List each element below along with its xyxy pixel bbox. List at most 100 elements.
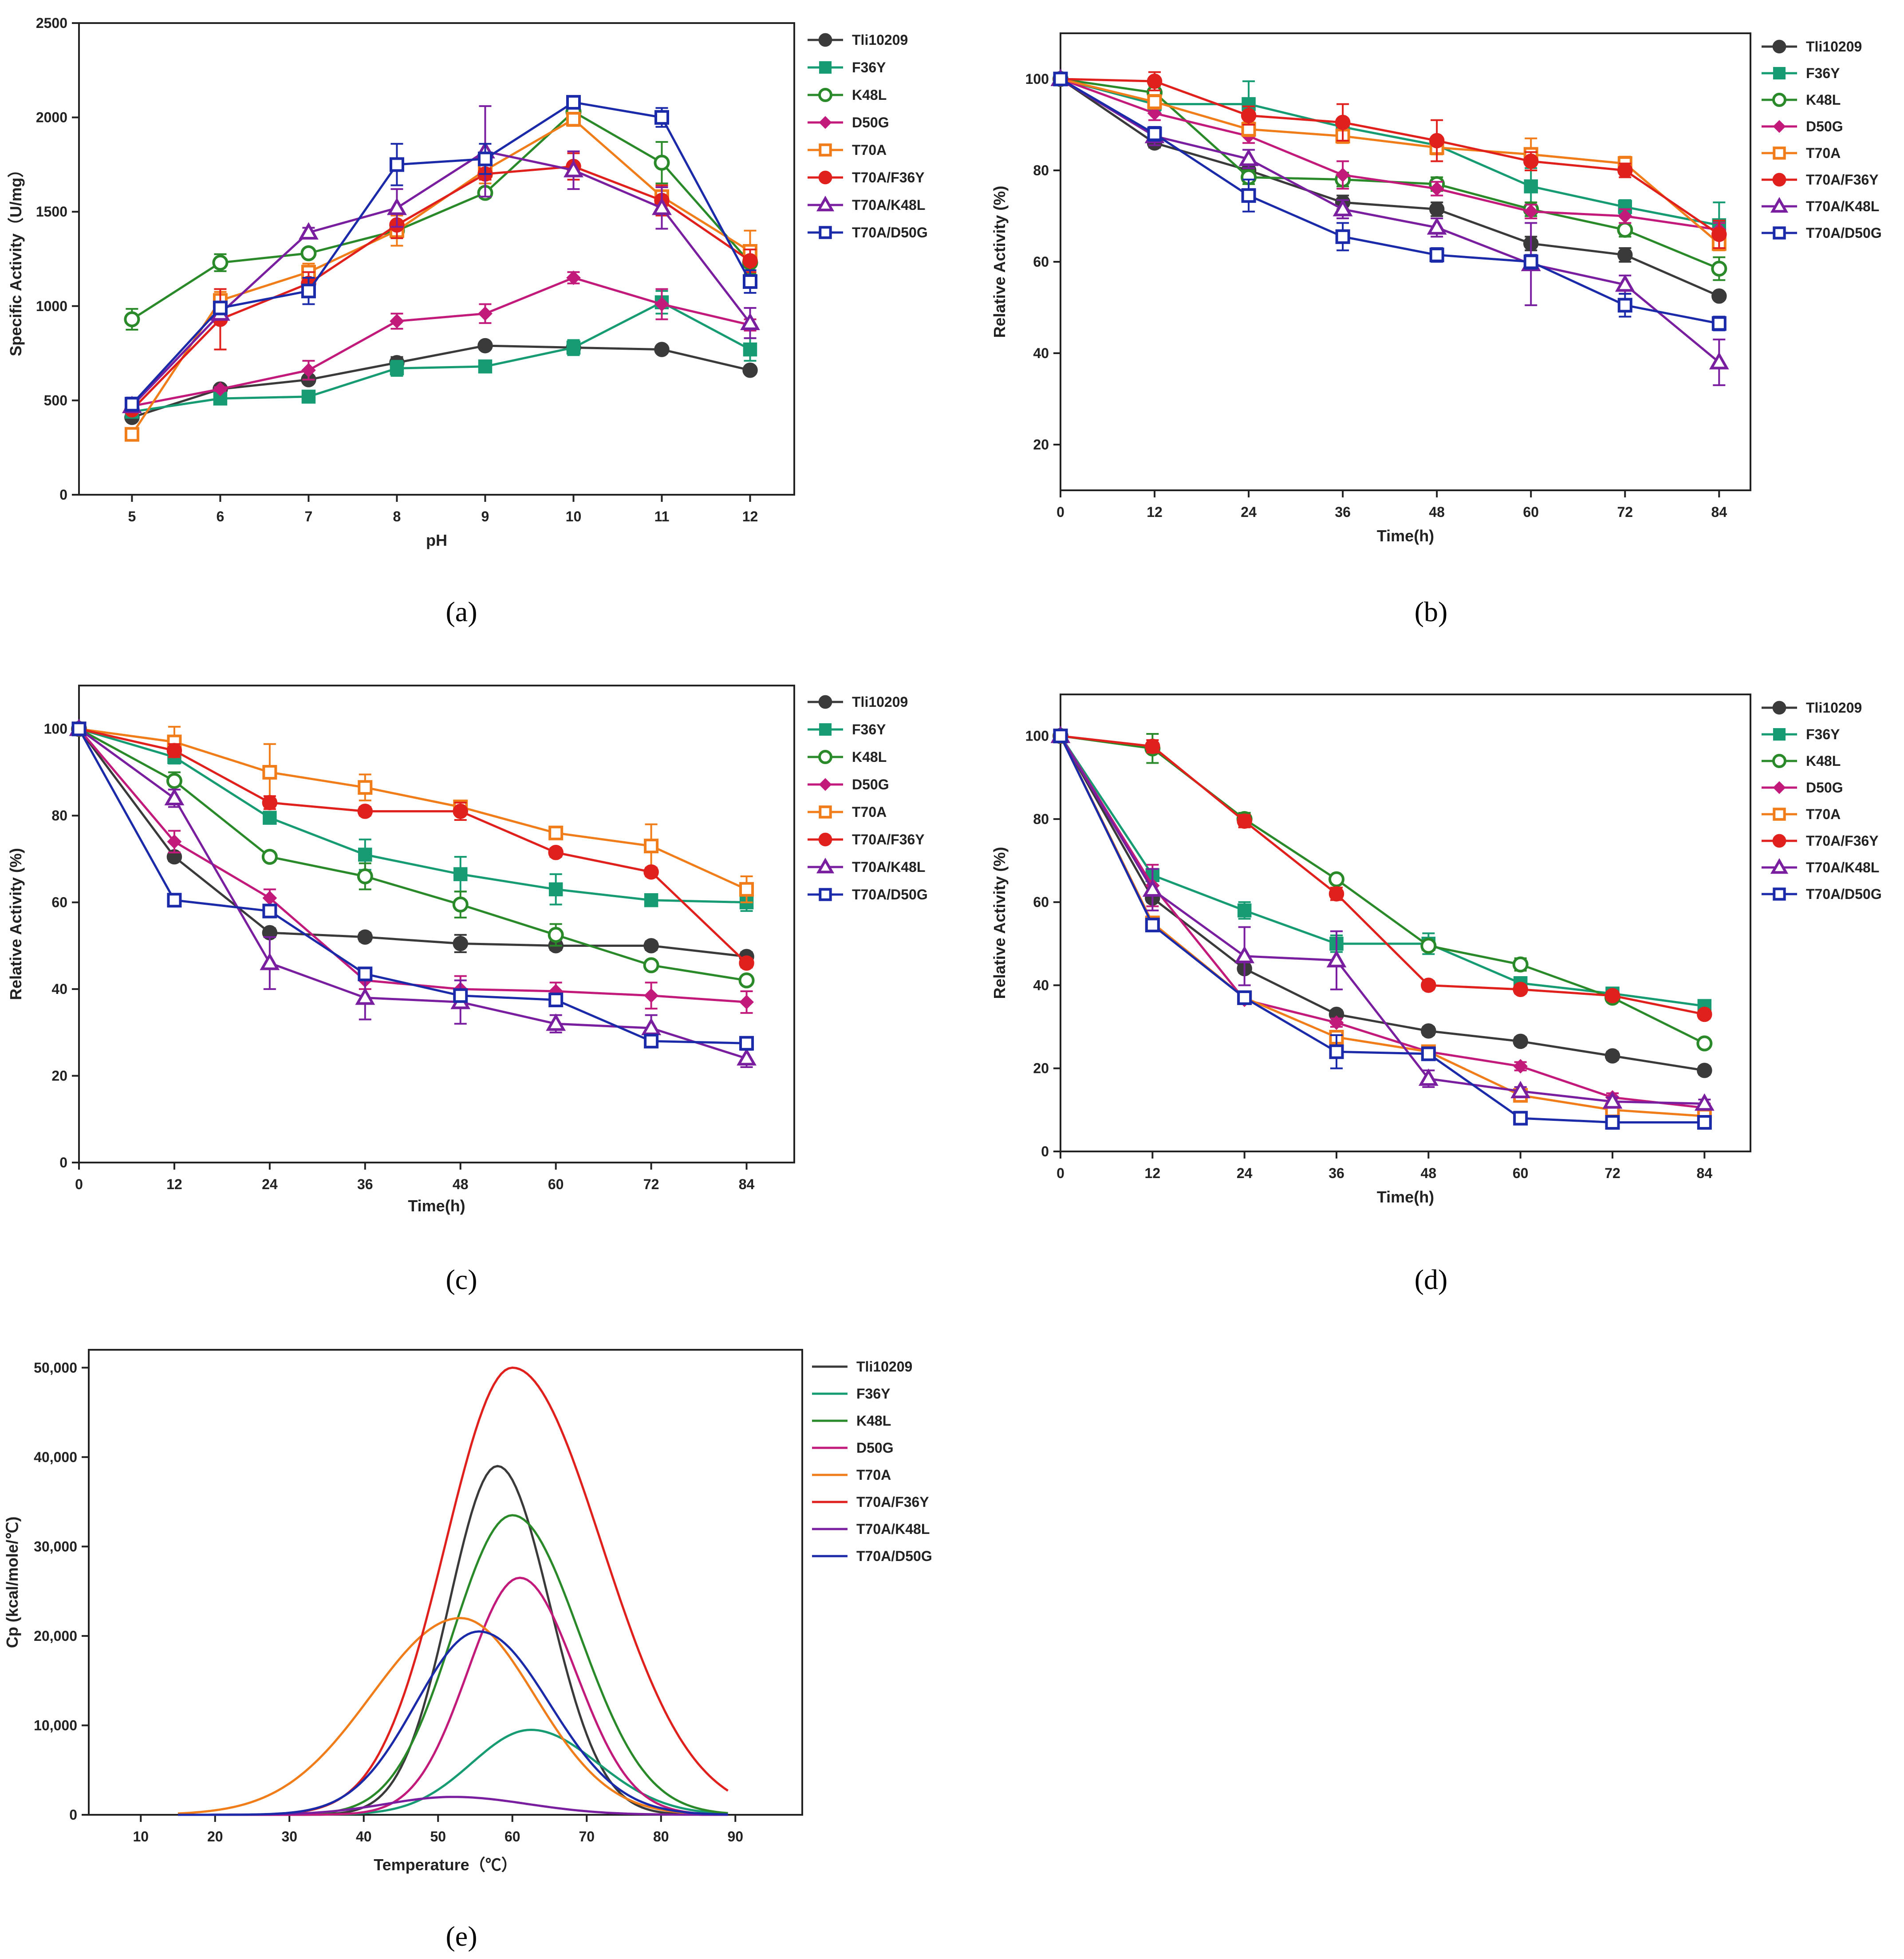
- x-axis-title: Time(h): [1377, 1188, 1434, 1206]
- data-point: [1615, 274, 1635, 292]
- series-line-tli10209: [1060, 78, 1720, 297]
- series-line-tli10209: [131, 344, 751, 419]
- series-line-d50g: [1059, 735, 1705, 1109]
- panel-label: (e): [445, 1920, 477, 1952]
- legend-label-t70a: T70A: [1806, 145, 1841, 161]
- data-point: [477, 151, 493, 166]
- data-point: [742, 274, 757, 289]
- legend-label-k48l: K48L: [852, 749, 887, 765]
- legend-label-t70a-d50g: T70A/D50G: [1806, 225, 1882, 241]
- data-point: [566, 95, 581, 110]
- data-point: [1604, 988, 1620, 1004]
- series-t70a-k48l: [122, 105, 760, 414]
- y-tick-label: 100: [44, 721, 67, 737]
- y-axis-title: Relative Activity (%): [990, 847, 1009, 999]
- legend-marker-t70a-d50g: [1773, 226, 1786, 240]
- data-point: [358, 966, 373, 981]
- data-point: [654, 297, 669, 311]
- panel-label: (d): [1415, 1264, 1448, 1295]
- data-point: [643, 957, 659, 974]
- data-point: [1604, 1048, 1620, 1064]
- data-point: [643, 864, 659, 880]
- y-tick-label: 60: [1033, 894, 1049, 910]
- legend-marker-k48l: [1772, 754, 1786, 768]
- data-point: [453, 988, 468, 1003]
- legend-marker-t70a-k48l: [1770, 858, 1789, 874]
- legend-marker-t70a-k48l: [816, 858, 835, 874]
- y-tick-label: 0: [59, 487, 67, 503]
- x-tick-label: 5: [128, 508, 136, 524]
- data-point: [390, 361, 404, 375]
- data-point: [478, 306, 493, 321]
- series-t70a-d50g: [71, 721, 754, 1051]
- data-point: [1147, 126, 1162, 142]
- y-axis-title: Relative Activity (%): [990, 186, 1009, 338]
- data-point: [740, 312, 760, 331]
- y-tick-label: 20: [1033, 437, 1049, 453]
- series-line-f36y: [132, 301, 751, 413]
- y-tick-label: 100: [1025, 728, 1049, 744]
- legend-label-f36y: F36Y: [1806, 726, 1840, 742]
- data-point: [548, 882, 563, 897]
- data-point: [262, 795, 278, 811]
- legend-label-f36y: F36Y: [856, 1386, 890, 1402]
- x-tick-label: 24: [1241, 504, 1257, 520]
- y-tick-label: 20: [51, 1068, 67, 1084]
- legend-label-t70a-k48l: T70A/K48L: [1806, 859, 1879, 875]
- data-point: [1605, 1115, 1620, 1130]
- legend-marker-t70a: [819, 805, 832, 819]
- legend-marker-f36y: [1773, 67, 1786, 80]
- legend: Tli10209 F36Y K48L D50G T70A T70A/F36Y T70A/K4…: [808, 694, 928, 903]
- legend-label-t70a-d50g: T70A/D50G: [852, 887, 928, 903]
- data-point: [1326, 950, 1347, 968]
- data-point: [1420, 938, 1437, 954]
- chart-panel-b: 0 12 24 36 48 60 72 84 20 40 60 80 100 Time(h) Relativ…: [990, 32, 1882, 627]
- data-point: [262, 765, 277, 780]
- data-point: [564, 160, 583, 177]
- y-tick-label: 0: [1041, 1143, 1049, 1159]
- data-point: [1617, 221, 1633, 238]
- data-point: [644, 893, 658, 907]
- data-point: [164, 788, 185, 806]
- data-point: [355, 987, 375, 1005]
- x-axis-title: Time(h): [408, 1197, 465, 1215]
- x-tick-label: 48: [1429, 504, 1445, 520]
- data-point: [1241, 188, 1256, 203]
- legend-label-t70a: T70A: [852, 804, 887, 820]
- data-point: [1697, 1006, 1712, 1022]
- data-point: [299, 222, 319, 240]
- data-point: [1335, 114, 1351, 130]
- data-point: [652, 197, 672, 215]
- data-point: [548, 845, 564, 860]
- data-point: [1427, 217, 1447, 235]
- panel-label: (b): [1415, 596, 1448, 627]
- x-tick-label: 80: [653, 1829, 669, 1845]
- data-point: [301, 390, 316, 404]
- data-point: [1237, 813, 1252, 829]
- series-line-t70a-d50g: [1060, 78, 1719, 325]
- y-axis-title: Specific Activity（U/mg）: [7, 162, 25, 356]
- data-point: [1694, 1093, 1715, 1111]
- panel-label: (c): [445, 1264, 477, 1295]
- data-point: [387, 197, 407, 215]
- series-t70a-f36y: [1053, 71, 1727, 249]
- legend-marker-d50g: [1773, 120, 1786, 133]
- data-point: [1142, 879, 1163, 897]
- data-point: [1237, 990, 1252, 1005]
- data-point: [548, 825, 564, 840]
- data-point: [213, 300, 228, 315]
- data-point: [1147, 95, 1162, 109]
- x-tick-label: 36: [1328, 1165, 1344, 1181]
- data-point: [644, 988, 658, 1003]
- x-tick-label: 72: [1604, 1165, 1620, 1181]
- x-tick-label: 60: [1513, 1165, 1529, 1181]
- series-line-t70a-f36y: [1060, 78, 1720, 236]
- x-tick-label: 20: [207, 1829, 223, 1845]
- x-axis-title: Time(h): [1377, 527, 1434, 545]
- x-tick-label: 10: [133, 1829, 149, 1845]
- legend-label-tli10209: Tli10209: [852, 694, 908, 710]
- x-tick-label: 24: [262, 1176, 278, 1192]
- data-point: [654, 342, 670, 357]
- y-tick-label: 40,000: [34, 1449, 77, 1465]
